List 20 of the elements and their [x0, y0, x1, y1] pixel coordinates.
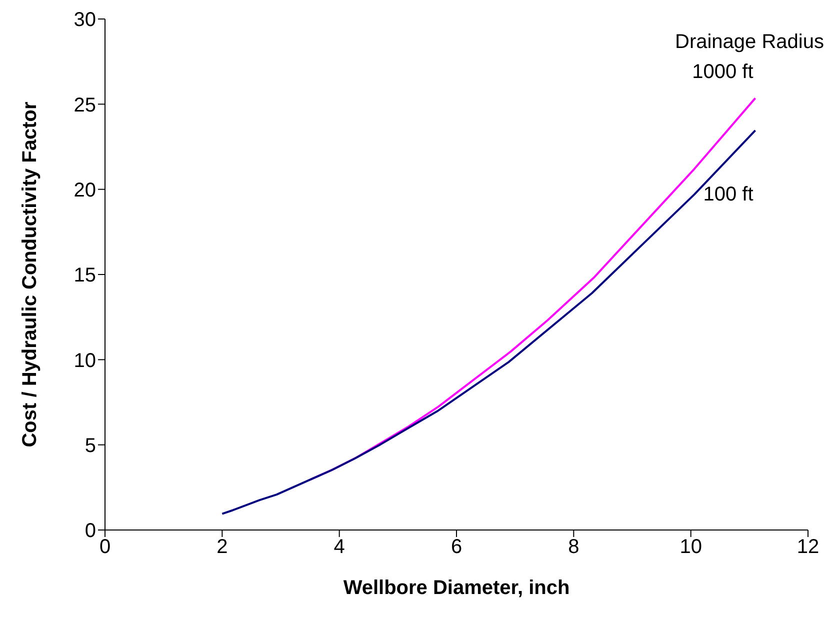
series-label: 100 ft [703, 183, 754, 206]
line-series [221, 129, 756, 515]
x-tick-label: 8 [568, 536, 580, 558]
x-tick-label: 6 [450, 536, 462, 558]
y-tick-label: 5 [84, 434, 96, 457]
y-axis-title: Cost / Hydraulic Conductivity Factor [19, 101, 42, 448]
series-label: 1000 ft [692, 61, 754, 84]
y-tick-label: 30 [74, 9, 96, 32]
y-tick-label: 15 [74, 264, 96, 287]
x-tick-label: 2 [216, 536, 228, 558]
y-tick-label: 20 [74, 179, 96, 202]
x-tick-label: 4 [334, 536, 345, 558]
y-tick-label: 25 [74, 94, 96, 116]
x-tick-label: 12 [796, 536, 820, 558]
x-axis-title: Wellbore Diameter, inch [343, 577, 570, 599]
x-tick-label: 10 [680, 536, 702, 558]
legend-title: Drainage Radius [675, 31, 824, 54]
y-tick-label: 0 [84, 520, 96, 542]
y-tick-label: 10 [74, 350, 96, 372]
x-tick-label: 0 [99, 536, 111, 558]
